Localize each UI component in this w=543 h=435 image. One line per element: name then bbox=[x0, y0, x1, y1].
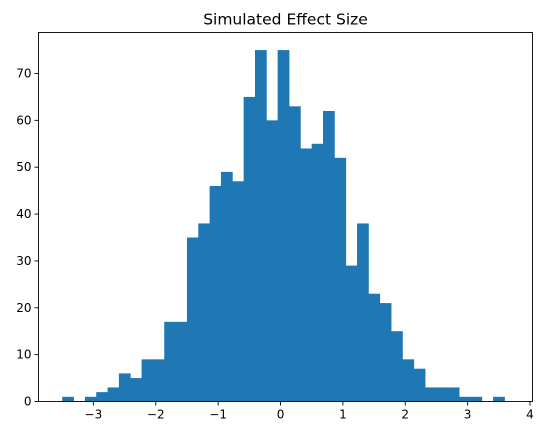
histogram-bar bbox=[357, 223, 369, 402]
histogram-bar bbox=[243, 96, 256, 402]
y-tick-label: 40 bbox=[16, 207, 31, 221]
histogram-bar bbox=[164, 321, 176, 402]
histogram-bar bbox=[198, 223, 211, 402]
histogram-bar bbox=[107, 387, 120, 402]
histogram-bar bbox=[379, 303, 392, 402]
histogram-bar bbox=[152, 359, 165, 402]
x-tick-label: 2 bbox=[401, 408, 409, 422]
histogram-bar bbox=[62, 396, 74, 402]
histogram-bar bbox=[470, 396, 483, 402]
histogram-bar bbox=[118, 373, 131, 402]
x-tick-label: −1 bbox=[209, 408, 227, 422]
histogram-bar bbox=[266, 120, 279, 402]
x-axis-ticks: −3 −2 −1 0 1 2 3 4 bbox=[85, 401, 534, 422]
histogram-bar bbox=[175, 321, 188, 402]
bars-group bbox=[62, 50, 505, 402]
histogram-bar bbox=[96, 392, 108, 402]
histogram-bar bbox=[402, 359, 415, 402]
histogram-bar bbox=[277, 50, 290, 402]
histogram-bar bbox=[334, 157, 347, 402]
histogram-bar bbox=[186, 237, 199, 402]
axes-frame bbox=[38, 32, 533, 402]
histogram-bar bbox=[368, 293, 381, 402]
histogram-bar bbox=[288, 106, 301, 402]
plot-frame bbox=[38, 32, 533, 402]
x-tick-label: 0 bbox=[277, 408, 285, 422]
histogram-bar bbox=[447, 387, 460, 402]
y-tick-label: 50 bbox=[16, 160, 31, 174]
histogram-bar bbox=[413, 368, 426, 402]
histogram-bar bbox=[300, 148, 313, 402]
histogram-bar bbox=[311, 143, 324, 402]
histogram-bar bbox=[425, 387, 437, 402]
histogram-bar bbox=[84, 396, 97, 402]
histogram-bar bbox=[130, 378, 142, 402]
histogram-bar bbox=[323, 110, 335, 402]
y-tick-label: 70 bbox=[16, 67, 31, 81]
x-tick-label: 4 bbox=[526, 408, 534, 422]
x-tick-label: 3 bbox=[464, 408, 472, 422]
histogram-bar bbox=[391, 331, 403, 402]
histogram-bar bbox=[493, 396, 505, 402]
histogram-bar bbox=[220, 171, 233, 402]
histogram-bar bbox=[141, 359, 154, 402]
x-tick-label: −2 bbox=[147, 408, 165, 422]
histogram-bar bbox=[345, 265, 358, 402]
x-tick-label: −3 bbox=[85, 408, 103, 422]
histogram-bar bbox=[459, 396, 471, 402]
y-tick-label: 30 bbox=[16, 254, 31, 268]
y-tick-label: 20 bbox=[16, 301, 31, 315]
y-tick-label: 60 bbox=[16, 113, 31, 127]
chart-title: Simulated Effect Size bbox=[203, 11, 368, 29]
histogram-bar bbox=[209, 185, 222, 402]
histogram-bar bbox=[436, 387, 449, 402]
y-tick-label: 0 bbox=[24, 395, 32, 409]
y-tick-label: 10 bbox=[16, 348, 31, 362]
x-tick-label: 1 bbox=[339, 408, 347, 422]
histogram-bar bbox=[232, 181, 245, 402]
y-axis-ticks: 0 10 20 30 40 50 60 70 bbox=[16, 67, 39, 409]
histogram-bar bbox=[254, 50, 267, 402]
